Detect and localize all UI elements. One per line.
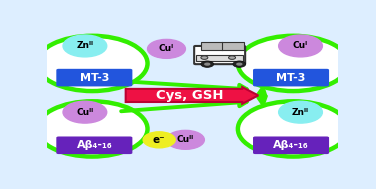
- Circle shape: [201, 61, 214, 67]
- Circle shape: [229, 56, 235, 59]
- Circle shape: [167, 130, 205, 149]
- Circle shape: [63, 35, 107, 57]
- Circle shape: [143, 132, 175, 148]
- Text: Cuᴵᴵ: Cuᴵᴵ: [76, 108, 94, 117]
- Text: Cuᴵ: Cuᴵ: [293, 41, 308, 50]
- Circle shape: [201, 56, 208, 59]
- FancyArrow shape: [126, 87, 258, 104]
- Text: Cuᴵᴵ: Cuᴵᴵ: [177, 135, 194, 144]
- Circle shape: [279, 35, 322, 57]
- Text: MT-3: MT-3: [276, 73, 306, 83]
- FancyBboxPatch shape: [253, 69, 329, 86]
- Circle shape: [63, 101, 107, 123]
- Text: Znᴵᴵ: Znᴵᴵ: [76, 41, 93, 50]
- Circle shape: [279, 101, 322, 123]
- Circle shape: [238, 101, 349, 156]
- Circle shape: [204, 63, 211, 66]
- Bar: [202, 42, 244, 50]
- Circle shape: [233, 61, 246, 67]
- Text: e⁻: e⁻: [153, 135, 165, 145]
- Circle shape: [37, 36, 147, 91]
- Bar: [197, 55, 243, 60]
- Text: MT-3: MT-3: [80, 73, 109, 83]
- Circle shape: [147, 40, 185, 58]
- Text: Aβ₄-₁₆: Aβ₄-₁₆: [76, 140, 112, 150]
- FancyBboxPatch shape: [194, 46, 245, 64]
- Text: Znᴵᴵ: Znᴵᴵ: [292, 108, 309, 117]
- Text: Cys, GSH: Cys, GSH: [156, 88, 224, 101]
- FancyBboxPatch shape: [56, 69, 132, 86]
- FancyBboxPatch shape: [56, 136, 132, 154]
- Circle shape: [37, 101, 147, 156]
- Circle shape: [236, 63, 243, 66]
- Text: Cuᴵ: Cuᴵ: [159, 44, 174, 53]
- Text: Aβ₄-₁₆: Aβ₄-₁₆: [273, 140, 309, 150]
- FancyBboxPatch shape: [253, 136, 329, 154]
- Circle shape: [238, 36, 349, 91]
